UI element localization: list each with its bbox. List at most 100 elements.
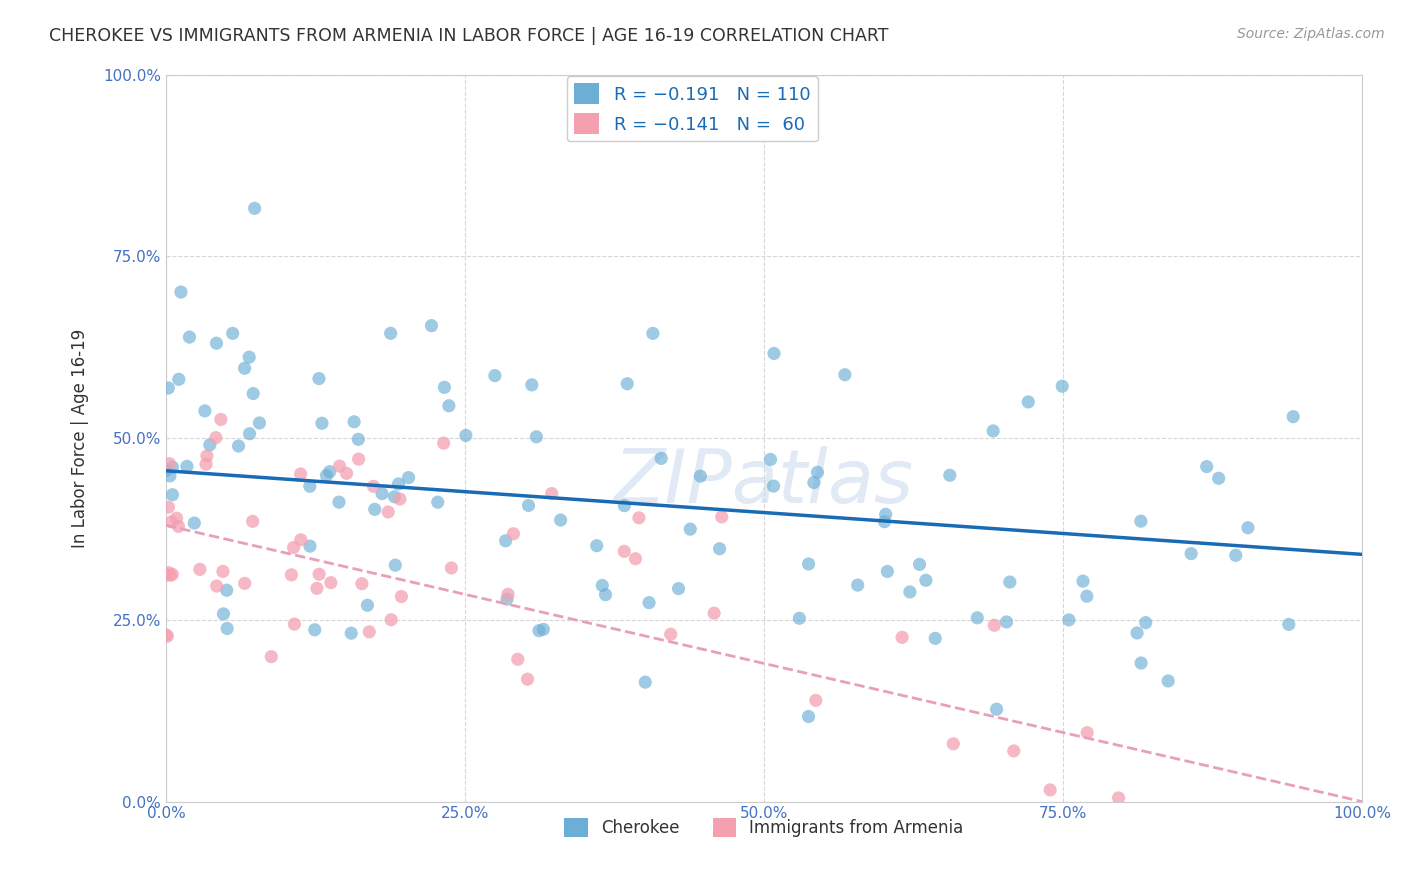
Y-axis label: In Labor Force | Age 16-19: In Labor Force | Age 16-19 bbox=[72, 328, 89, 548]
Point bbox=[710, 509, 733, 524]
Point bbox=[527, 624, 550, 638]
Point bbox=[167, 372, 190, 386]
Point bbox=[377, 505, 399, 519]
Point bbox=[350, 576, 373, 591]
Point bbox=[188, 562, 211, 576]
Point bbox=[347, 433, 370, 447]
Point bbox=[915, 574, 938, 588]
Point bbox=[162, 460, 184, 475]
Point bbox=[156, 629, 179, 643]
Point bbox=[233, 361, 256, 376]
Point bbox=[162, 488, 184, 502]
Point bbox=[195, 457, 218, 471]
Point bbox=[634, 675, 657, 690]
Point bbox=[356, 599, 378, 613]
Point bbox=[283, 617, 305, 632]
Point bbox=[983, 618, 1005, 632]
Point bbox=[613, 499, 636, 513]
Point bbox=[157, 457, 180, 471]
Point bbox=[176, 459, 198, 474]
Point bbox=[1039, 783, 1062, 797]
Point bbox=[217, 622, 239, 636]
Point bbox=[759, 452, 782, 467]
Point bbox=[157, 566, 180, 580]
Point bbox=[797, 557, 820, 571]
Point bbox=[550, 513, 572, 527]
Point bbox=[340, 626, 363, 640]
Point bbox=[942, 737, 965, 751]
Point bbox=[298, 539, 321, 553]
Point bbox=[1208, 471, 1230, 485]
Point bbox=[1180, 547, 1202, 561]
Point bbox=[160, 515, 183, 529]
Text: ZIPatlas: ZIPatlas bbox=[614, 446, 914, 517]
Point bbox=[1052, 379, 1074, 393]
Point bbox=[616, 376, 638, 391]
Point bbox=[876, 565, 898, 579]
Point bbox=[650, 451, 672, 466]
Point bbox=[789, 611, 811, 625]
Point bbox=[242, 515, 264, 529]
Point bbox=[762, 346, 785, 360]
Point bbox=[703, 606, 725, 620]
Point bbox=[591, 578, 613, 592]
Point bbox=[437, 399, 460, 413]
Point bbox=[1057, 613, 1080, 627]
Point bbox=[803, 475, 825, 490]
Point bbox=[981, 424, 1004, 438]
Point bbox=[1002, 744, 1025, 758]
Point bbox=[846, 578, 869, 592]
Point bbox=[420, 318, 443, 333]
Point bbox=[689, 469, 711, 483]
Point bbox=[1237, 521, 1260, 535]
Point bbox=[806, 466, 828, 480]
Point bbox=[280, 567, 302, 582]
Point bbox=[388, 491, 411, 506]
Point bbox=[433, 436, 456, 450]
Point bbox=[520, 377, 543, 392]
Point bbox=[384, 490, 406, 504]
Point bbox=[966, 611, 988, 625]
Point bbox=[595, 588, 617, 602]
Point bbox=[290, 533, 312, 547]
Point bbox=[319, 575, 342, 590]
Point bbox=[524, 430, 547, 444]
Point bbox=[659, 627, 682, 641]
Point bbox=[238, 350, 260, 364]
Point bbox=[624, 551, 647, 566]
Legend: Cherokee, Immigrants from Armenia: Cherokee, Immigrants from Armenia bbox=[558, 812, 970, 844]
Point bbox=[898, 585, 921, 599]
Point bbox=[1076, 589, 1098, 603]
Point bbox=[613, 544, 636, 558]
Point bbox=[162, 567, 184, 582]
Point bbox=[1225, 549, 1247, 563]
Point bbox=[205, 431, 228, 445]
Point bbox=[804, 693, 827, 707]
Point bbox=[627, 510, 650, 524]
Point bbox=[364, 502, 387, 516]
Point bbox=[454, 428, 477, 442]
Point bbox=[212, 565, 235, 579]
Point bbox=[1017, 395, 1039, 409]
Point bbox=[873, 515, 896, 529]
Point bbox=[426, 495, 449, 509]
Point bbox=[343, 415, 366, 429]
Point bbox=[797, 709, 820, 723]
Point bbox=[875, 508, 897, 522]
Point bbox=[908, 558, 931, 572]
Point bbox=[328, 459, 350, 474]
Point bbox=[290, 467, 312, 481]
Point bbox=[1071, 574, 1094, 588]
Point bbox=[243, 202, 266, 216]
Point bbox=[380, 326, 402, 341]
Point bbox=[371, 486, 394, 500]
Point bbox=[440, 561, 463, 575]
Point bbox=[298, 479, 321, 493]
Point bbox=[308, 567, 330, 582]
Point bbox=[195, 449, 218, 463]
Point bbox=[318, 465, 340, 479]
Point bbox=[249, 416, 271, 430]
Point bbox=[496, 587, 519, 601]
Point bbox=[641, 326, 664, 341]
Point bbox=[260, 649, 283, 664]
